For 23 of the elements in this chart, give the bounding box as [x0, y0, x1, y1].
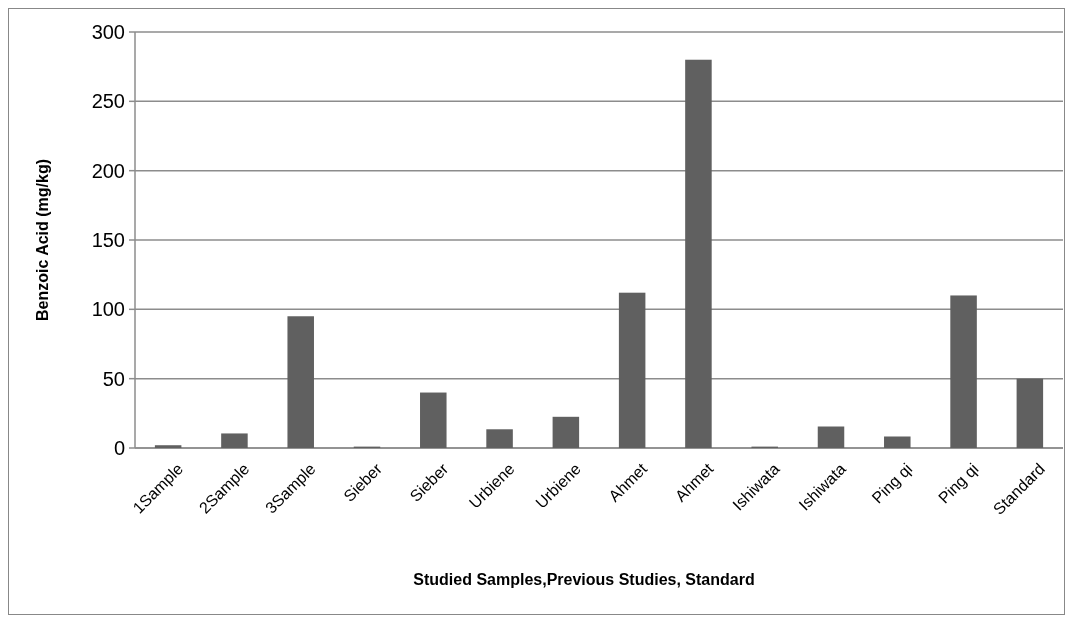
- y-tick-label: 0: [113, 437, 125, 459]
- y-tick-label: 100: [91, 298, 125, 321]
- bar: [618, 292, 646, 448]
- bar: [420, 392, 447, 448]
- bar: [486, 429, 513, 448]
- bar: [154, 445, 182, 448]
- bar: [817, 426, 845, 448]
- y-axis-title: Benzoic Acid (mg/kg): [34, 158, 51, 322]
- bar: [884, 436, 911, 448]
- x-tick-label: Ping qi: [868, 460, 916, 507]
- y-tick-label: 150: [91, 229, 125, 251]
- bar: [685, 59, 712, 448]
- y-tick-label: 50: [102, 367, 125, 390]
- bar: [552, 416, 580, 448]
- y-tick-label: 250: [91, 90, 125, 113]
- bar: [287, 316, 314, 448]
- bar: [1016, 378, 1044, 448]
- bar: [950, 295, 977, 448]
- x-axis-title: Studied Samples,Previous Studies, Standard: [413, 571, 755, 588]
- y-tick-label: 300: [91, 21, 125, 43]
- bar: [221, 433, 248, 448]
- x-tick-label: Ping qi: [935, 460, 982, 507]
- y-tick-label: 200: [91, 159, 125, 182]
